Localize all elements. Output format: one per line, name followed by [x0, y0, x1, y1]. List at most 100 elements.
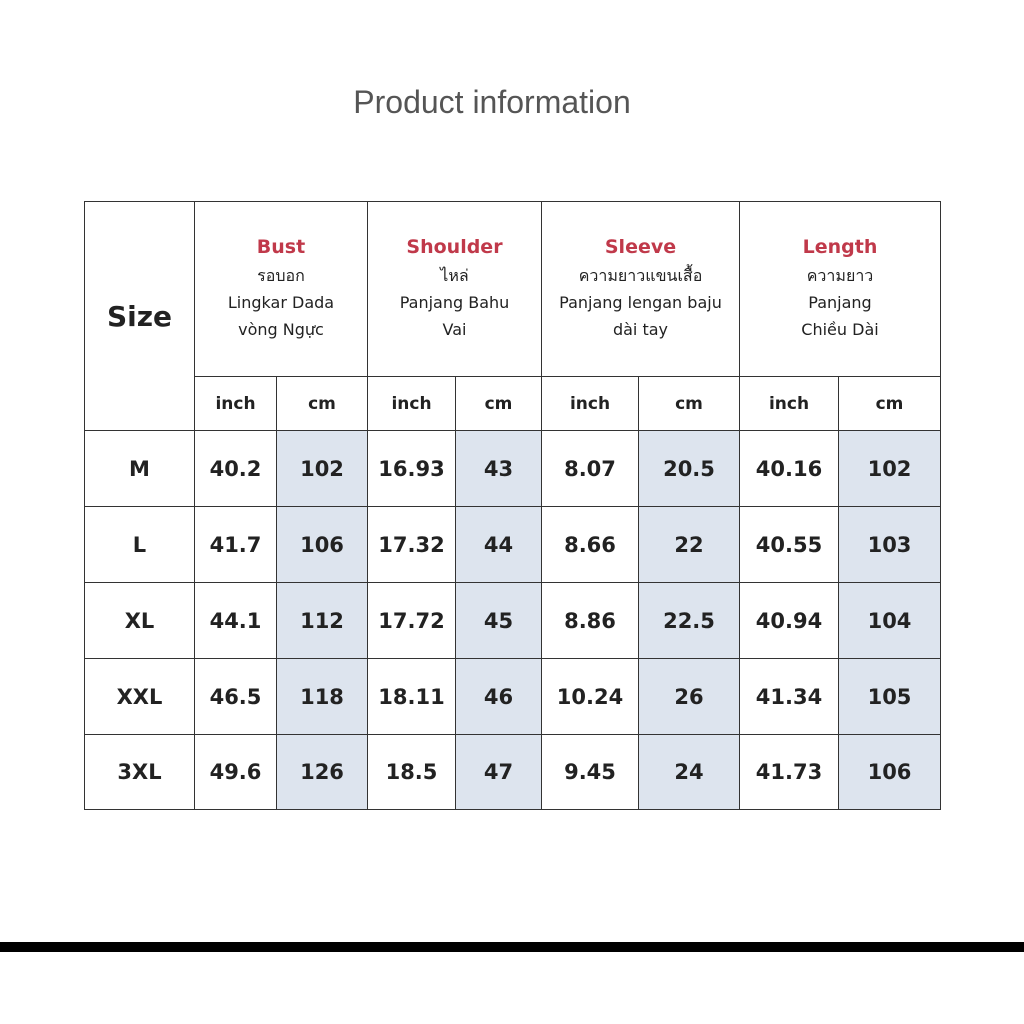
value-cell: 106	[276, 506, 368, 583]
value-cell: 47	[455, 734, 542, 810]
title: Product information	[353, 84, 631, 120]
group-subtitle: ไหล่	[440, 265, 469, 285]
value-cell: 102	[276, 430, 368, 507]
measurement: 105	[867, 684, 912, 709]
measurement: 26	[674, 684, 704, 709]
size-label: XL	[124, 608, 155, 633]
size-label: 3XL	[117, 760, 162, 784]
value-cell: 45	[455, 582, 542, 659]
size-header-cell: Size	[84, 201, 195, 431]
measurement: 49.6	[209, 760, 262, 784]
measurement: 45	[483, 608, 514, 633]
unit-cell: inch	[541, 376, 639, 431]
group-subtitle: ความยาวแขนเสื้อ	[578, 265, 703, 285]
measurement: 104	[867, 608, 912, 633]
value-cell: 44.1	[194, 582, 277, 659]
value-cell: 43	[455, 430, 542, 507]
bottom-bar	[0, 942, 1024, 952]
value-cell: 17.72	[367, 582, 456, 659]
value-cell: 24	[638, 734, 740, 810]
group-header: Shoulder ไหล่ Panjang Bahu Vai	[367, 201, 542, 377]
group-name: Bust	[256, 235, 306, 258]
size-label: L	[132, 532, 147, 557]
measurement: 41.34	[755, 684, 823, 709]
measurement: 112	[300, 608, 344, 633]
group-header: Bust รอบอก Lingkar Dada vòng Ngực	[194, 201, 368, 377]
measurement: 8.07	[564, 456, 616, 481]
value-cell: 49.6	[194, 734, 277, 810]
value-cell: 40.16	[739, 430, 839, 507]
value-cell: 106	[838, 734, 941, 810]
group-subtitle: Panjang	[808, 292, 872, 312]
measurement: 20.5	[663, 456, 715, 481]
measurement: 126	[300, 760, 344, 784]
size-cell: M	[84, 430, 195, 507]
measurement: 106	[867, 760, 912, 784]
group-name: Length	[802, 235, 878, 258]
value-cell: 118	[276, 658, 368, 735]
measurement: 16.93	[378, 456, 445, 481]
value-cell: 103	[838, 506, 941, 583]
measurement: 17.72	[378, 608, 445, 633]
measurement: 9.45	[564, 760, 616, 784]
group-header: Length ความยาว Panjang Chiều Dài	[739, 201, 941, 377]
group-name: Sleeve	[604, 235, 677, 258]
unit-label: inch	[215, 393, 256, 414]
value-cell: 112	[276, 582, 368, 659]
measurement: 40.16	[755, 456, 823, 481]
value-cell: 8.66	[541, 506, 639, 583]
value-cell: 22.5	[638, 582, 740, 659]
unit-label: inch	[768, 393, 810, 414]
value-cell: 9.45	[541, 734, 639, 810]
measurement: 40.2	[209, 456, 262, 481]
unit-label: cm	[675, 393, 703, 414]
measurement: 44	[483, 532, 514, 557]
unit-label: inch	[391, 393, 432, 414]
value-cell: 102	[838, 430, 941, 507]
measurement: 47	[483, 760, 514, 784]
value-cell: 8.86	[541, 582, 639, 659]
group-subtitle: Panjang lengan baju	[559, 292, 722, 312]
measurement: 44.1	[209, 608, 262, 633]
value-cell: 10.24	[541, 658, 639, 735]
value-cell: 41.73	[739, 734, 839, 810]
group-subtitle: ความยาว	[806, 265, 874, 285]
measurement: 43	[483, 456, 514, 481]
measurement: 24	[674, 760, 704, 784]
value-cell: 18.11	[367, 658, 456, 735]
unit-cell: cm	[838, 376, 941, 431]
measurement: 102	[300, 456, 344, 481]
unit-cell: inch	[739, 376, 839, 431]
value-cell: 46.5	[194, 658, 277, 735]
group-header: Sleeve ความยาวแขนเสื้อ Panjang lengan baju…	[541, 201, 740, 377]
value-cell: 17.32	[367, 506, 456, 583]
measurement: 8.66	[564, 532, 616, 557]
unit-cell: cm	[638, 376, 740, 431]
value-cell: 22	[638, 506, 740, 583]
group-name: Shoulder	[406, 235, 503, 258]
measurement: 106	[300, 532, 344, 557]
unit-label: cm	[308, 393, 336, 414]
value-cell: 18.5	[367, 734, 456, 810]
measurement: 22	[674, 532, 704, 557]
size-header: Size	[106, 299, 173, 333]
measurement: 10.24	[556, 684, 624, 709]
size-label: XXL	[116, 684, 163, 709]
group-subtitle: Chiều Dài	[801, 319, 879, 339]
measurement: 8.86	[564, 608, 616, 633]
unit-label: cm	[484, 393, 513, 414]
measurement: 41.7	[209, 532, 262, 557]
group-subtitle: dài tay	[612, 319, 669, 339]
size-label: M	[129, 456, 150, 481]
size-cell: L	[84, 506, 195, 583]
size-cell: XXL	[84, 658, 195, 735]
measurement: 46.5	[209, 684, 262, 709]
group-subtitle: Lingkar Dada	[227, 292, 335, 312]
value-cell: 126	[276, 734, 368, 810]
measurement: 46	[483, 684, 514, 709]
measurement: 102	[867, 456, 912, 481]
group-subtitle: รอบอก	[257, 265, 305, 285]
value-cell: 16.93	[367, 430, 456, 507]
value-cell: 8.07	[541, 430, 639, 507]
